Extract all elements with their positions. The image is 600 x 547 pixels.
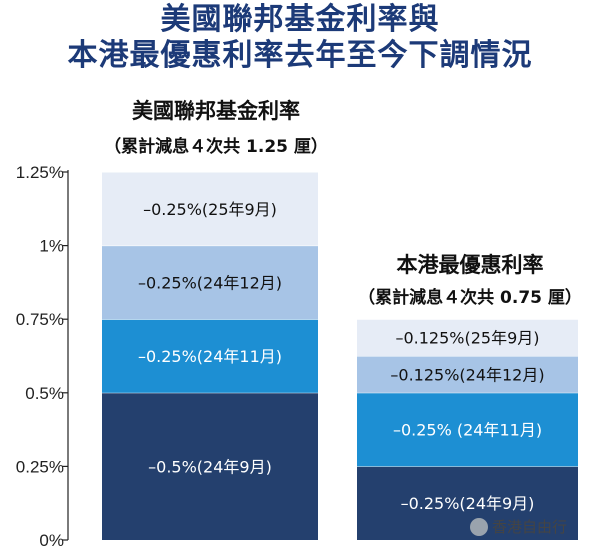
segment-label: –0.5%(24年9月) xyxy=(148,457,272,476)
segment-label: –0.25% (24年11月) xyxy=(393,421,542,440)
watermark-text: 香港自由行 xyxy=(492,518,568,536)
group-title: 美國聯邦基金利率 xyxy=(132,99,300,123)
y-tick-label: 0% xyxy=(39,531,64,547)
segment-label: –0.25%(24年12月) xyxy=(138,273,282,292)
group-title: 本港最優惠利率 xyxy=(397,253,544,277)
bar-segment xyxy=(357,466,578,540)
wechat-icon xyxy=(470,517,488,536)
group-subtitle: （累計減息４次共 1.25 厘） xyxy=(104,136,328,157)
segment-label: –0.25%(24年9月) xyxy=(401,494,535,513)
y-tick-label: 0.5% xyxy=(25,384,64,403)
title-line-2: 本港最優惠利率去年至今下調情況 xyxy=(67,38,533,73)
bar-segment xyxy=(102,245,318,320)
bar-segment xyxy=(357,392,578,467)
segment-label: –0.25%(25年9月) xyxy=(143,200,277,219)
bar-segment xyxy=(357,319,578,356)
segment-label: –0.125%(24年12月) xyxy=(390,365,544,384)
watermark: 香港自由行 xyxy=(470,516,567,537)
page-title: 美國聯邦基金利率與 本港最優惠利率去年至今下調情況 xyxy=(0,2,600,74)
bar-segment xyxy=(102,172,318,246)
segment-label: –0.25%(24年11月) xyxy=(138,347,282,366)
group-subtitle: （累計減息４次共 0.75 厘） xyxy=(358,287,582,308)
y-tick-label: 1.25% xyxy=(16,163,64,182)
y-tick-label: 1% xyxy=(39,237,64,256)
bar-segment xyxy=(357,356,578,393)
segment-label: –0.125%(25年9月) xyxy=(395,329,539,348)
bar-segment xyxy=(102,392,318,540)
bar-segment xyxy=(102,319,318,393)
title-line-1: 美國聯邦基金利率與 xyxy=(160,2,440,37)
y-tick-label: 0.75% xyxy=(16,310,64,329)
y-tick-label: 0.25% xyxy=(16,457,64,476)
